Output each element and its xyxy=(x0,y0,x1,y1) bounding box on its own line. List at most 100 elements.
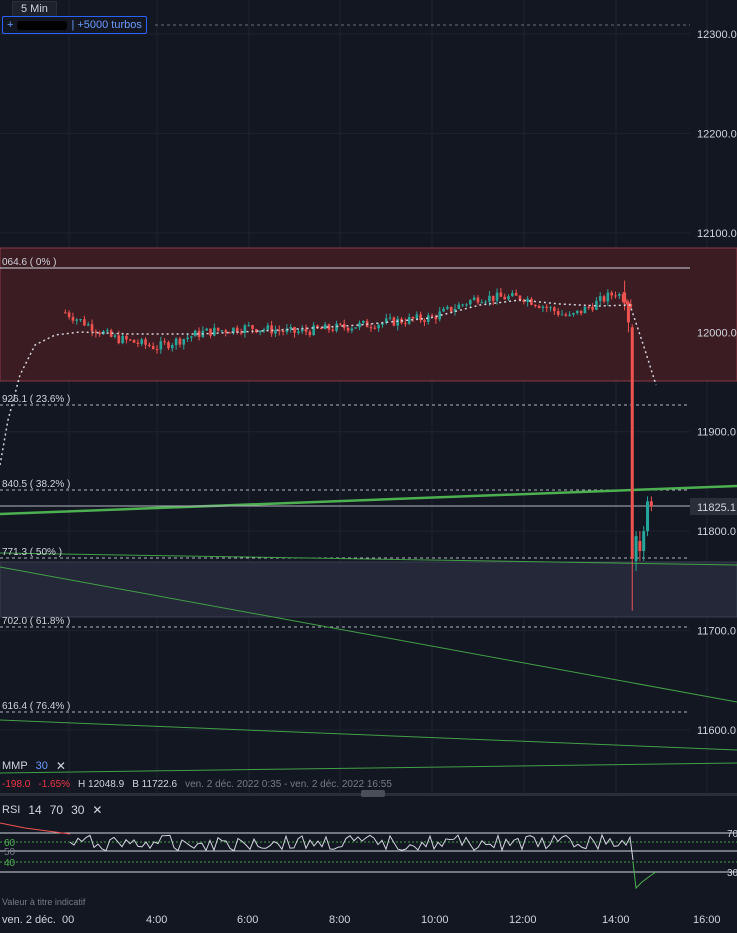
fib-label: 771.3 ( 50% ) xyxy=(2,547,62,558)
mmp-high: H 12048.9 xyxy=(78,779,125,790)
candle-body xyxy=(630,327,634,559)
candle-body xyxy=(197,330,201,337)
fib-label: 064.6 ( 0% ) xyxy=(2,257,56,268)
price-axis-label: 12000.0 xyxy=(697,327,737,339)
candle-body xyxy=(626,302,630,323)
trend-line-4 xyxy=(0,762,737,774)
candle-body xyxy=(312,325,315,336)
candle-body xyxy=(491,295,495,301)
price-axis-label: 11600.0 xyxy=(697,725,736,737)
trend-line-2 xyxy=(0,566,737,703)
candle-body xyxy=(495,292,499,301)
trend-lines xyxy=(0,484,737,774)
order-badge-text: | +5000 turbos xyxy=(71,19,142,31)
time-axis-label: 16:00 xyxy=(693,914,721,926)
price-axis[interactable]: 12300.0 12200.0 12100.0 12000.0 11900.0 11800… xyxy=(697,29,737,737)
candle-body xyxy=(472,297,476,301)
candle-body xyxy=(277,330,281,332)
candle-body xyxy=(170,345,174,349)
price-axis-label: 12100.0 xyxy=(697,228,737,240)
candle-body xyxy=(649,501,653,507)
candle-body xyxy=(193,330,197,337)
candle-body xyxy=(239,332,243,334)
candle-body xyxy=(545,306,549,308)
candle-body xyxy=(419,314,422,321)
candle-body xyxy=(377,324,380,329)
candle-body xyxy=(125,335,128,340)
close-icon[interactable]: ✕ xyxy=(55,759,66,773)
time-axis-label: 10:00 xyxy=(421,914,449,926)
rsi-name: RSI xyxy=(2,804,21,816)
redacted-amount xyxy=(17,20,68,30)
candle-body xyxy=(518,295,522,301)
rsi-axis-50: 50 xyxy=(4,847,16,858)
rsi-line xyxy=(69,833,634,861)
candle-body xyxy=(449,306,453,312)
order-badge[interactable]: + | +5000 turbos xyxy=(2,16,147,34)
candle-body xyxy=(327,324,331,330)
candle-body xyxy=(136,342,140,344)
candle-body xyxy=(159,341,163,350)
candle-body xyxy=(346,327,350,331)
candle-body xyxy=(503,296,506,300)
candle-body xyxy=(411,316,415,319)
candle-body xyxy=(121,335,124,344)
candle-body xyxy=(331,329,335,331)
candle-body xyxy=(335,323,338,331)
candle-body xyxy=(132,339,136,343)
time-axis[interactable]: ven. 2 déc. 00 4:00 6:00 8:00 10:00 12:00 14:00… xyxy=(2,914,721,926)
candle-body xyxy=(465,304,468,306)
mmp-range: ven. 2 déc. 2022 0:35 - ven. 2 déc. 2022… xyxy=(185,779,392,790)
candle-body xyxy=(148,344,151,347)
price-axis-label: 11700.0 xyxy=(697,626,736,638)
current-price-label: 11825.1 xyxy=(697,502,736,514)
candle-body xyxy=(453,308,457,312)
candle-body xyxy=(155,348,159,350)
candle-body xyxy=(526,298,529,302)
mmp-legend[interactable]: MMP 30 ✕ xyxy=(2,758,66,774)
candle-body xyxy=(388,317,392,319)
candle-body xyxy=(339,323,342,325)
candle-body xyxy=(224,330,228,333)
pane-divider-handle[interactable] xyxy=(361,790,385,797)
fib-label: 702.0 ( 61.8% ) xyxy=(2,616,70,627)
candle-body xyxy=(476,297,480,303)
candle-body xyxy=(79,319,82,321)
candle-body xyxy=(384,318,388,323)
candle-body xyxy=(572,313,575,315)
candle-body xyxy=(457,304,461,309)
interval-badge[interactable]: 5 Min xyxy=(12,1,57,17)
candle-body xyxy=(64,312,67,314)
price-axis-label: 12300.0 xyxy=(697,29,737,41)
mmp-change-pct: -1.65% xyxy=(38,779,71,790)
candle-body xyxy=(568,314,571,316)
current-price-tag xyxy=(690,498,737,515)
moving-average-line xyxy=(0,299,657,466)
order-badge-prefix: + xyxy=(7,19,14,31)
trend-line-1 xyxy=(0,552,737,566)
candle-body xyxy=(638,541,642,552)
candle-body xyxy=(319,328,323,330)
rsi-pane xyxy=(0,822,737,890)
price-axis-label: 12200.0 xyxy=(697,128,737,140)
trend-line-3 xyxy=(0,719,737,751)
close-icon[interactable]: ✕ xyxy=(92,803,103,817)
price-axis-label: 11800.0 xyxy=(697,526,736,538)
candle-body xyxy=(480,302,484,304)
candle-body xyxy=(396,318,400,326)
mmp-stats: -198.0 -1.65% H 12048.9 B 11722.6 ven. 2… xyxy=(2,779,392,790)
candle-body xyxy=(178,338,182,345)
rsi-axis-70: 70 xyxy=(727,829,737,840)
fib-lines xyxy=(0,24,690,713)
candle-body xyxy=(591,307,594,310)
candle-body xyxy=(174,338,178,346)
rsi-legend[interactable]: RSI 14 70 30 ✕ xyxy=(2,802,102,818)
candle-body xyxy=(392,317,396,326)
candle-body xyxy=(549,307,552,309)
time-axis-label: 6:00 xyxy=(237,914,258,926)
candle-body xyxy=(553,307,556,312)
candle-body xyxy=(128,339,132,341)
candle-body xyxy=(316,325,319,329)
time-axis-label: 4:00 xyxy=(146,914,167,926)
